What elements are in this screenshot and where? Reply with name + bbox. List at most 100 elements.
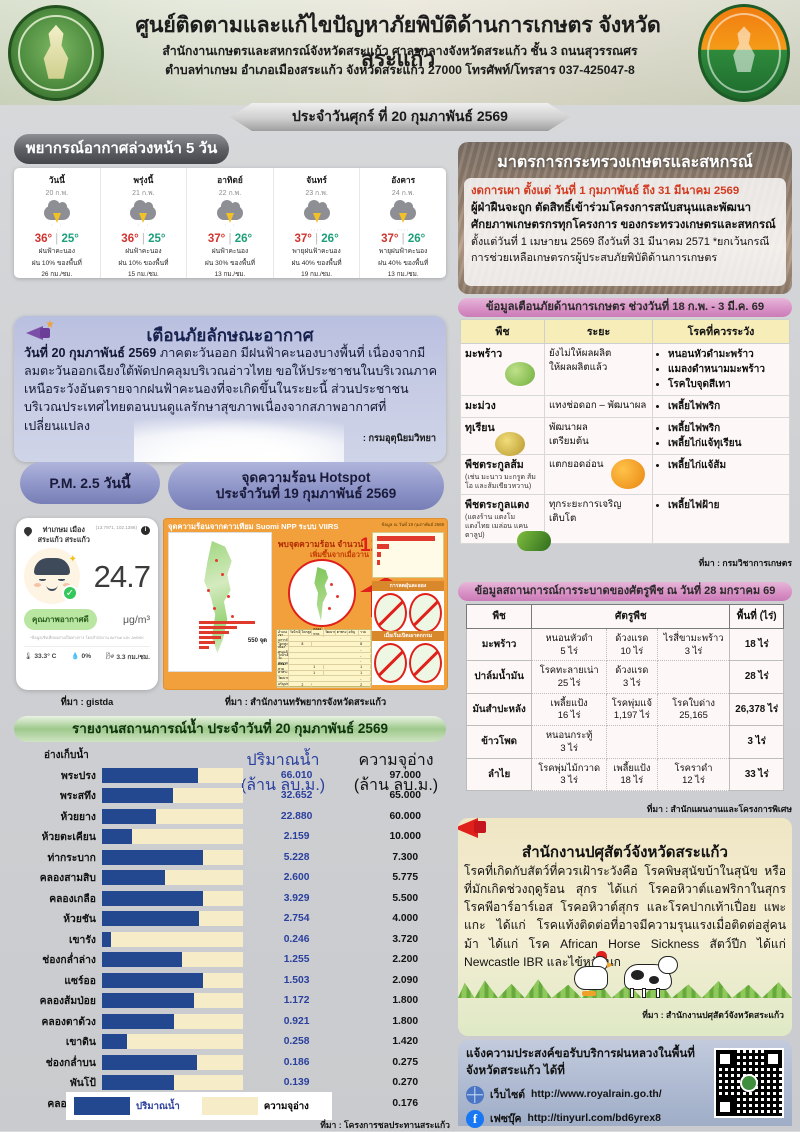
table-header-row: พืช ศัตรูพืช พื้นที่ (ไร่)	[465, 604, 784, 629]
forecast-day-date: 20 ก.พ.	[45, 190, 69, 197]
reservoir-volume: 66.010	[280, 769, 313, 781]
reservoir-capacity: 10.000	[389, 831, 421, 843]
water-chart-row: แซร์ออ 1.503 2.090	[0, 970, 460, 991]
reservoir-bar	[101, 952, 243, 968]
hotspot-burn-section-title: เมื่อเริ่มเปิดเผาตกกรม	[372, 631, 444, 641]
hotspot-heading: จุดความร้อน Hotspot ประจำวันที่ 19 กุมภา…	[168, 462, 444, 510]
water-chart-row: ห้วยตะเคียน 2.159 10.000	[0, 827, 460, 848]
facebook-line[interactable]: f เฟซบุ๊ค http://tinyurl.com/bd6yrex8	[466, 1109, 784, 1128]
reservoir-bar	[101, 890, 243, 906]
forecast-day-name: วันนี้	[48, 175, 65, 185]
ministry-measures-box: งดการเผา ตั้งแต่ วันที่ 1 กุมภาพันธ์ ถึง…	[464, 178, 786, 286]
forecast-high: 37°	[381, 233, 399, 245]
reservoir-name: ห้วยตะเคียน	[41, 832, 96, 844]
pest-cell: โรคพุ่มแจ้ 1,197 ไร่	[606, 692, 658, 727]
water-chart-source: ที่มา : โครงการชลประทานสระแก้ว	[320, 1120, 450, 1130]
pm25-note: *ข้อมูลเชิงเทียบอย่างเป็นทางการ โดยสำนัก…	[30, 635, 144, 641]
disease-item: หนอนหัวดำมะพร้าว	[668, 347, 785, 362]
weather-warning-text: ภาคตะวันออก มีฝนฟ้าคะนองบางพื้นที่ เนื่อ…	[24, 346, 438, 433]
table-row: มะพร้าว หนอนหัวดำ 5 ไร่ ด้วงแรด 10 ไร่ ไรสี่ข…	[465, 627, 784, 662]
ministry-measures-panel: มาตรการกระทรวงเกษตรและสหกรณ์ งดการเผา ตั…	[458, 142, 792, 294]
weather-warning-date: วันที่ 20 กุมภาพันธ์ 2569	[24, 346, 157, 360]
reservoir-bar	[101, 849, 243, 865]
weather-warning-source: : กรมอุตุนิยมวิทยา	[362, 433, 436, 443]
rain-drops-icon: ˌˌˌˌ	[397, 225, 410, 231]
forecast-wind: 19 กม./ชม.	[301, 271, 332, 279]
pm25-unit: μg/m³	[122, 613, 150, 626]
thunderstorm-icon	[16, 200, 98, 225]
disease-item: แมลงดำหนามมะพร้าว	[668, 362, 785, 377]
pm25-source: ที่มา : gistda	[60, 697, 114, 707]
pest-total-area: 33 ไร่	[729, 757, 784, 791]
forecast-rain: ฝน 40% ของพื้นที่	[291, 259, 342, 267]
crop-note: (เช่น มะนาว มะกรูด ส้มโอ และส้มเขียวหวาน…	[465, 473, 536, 490]
website-line[interactable]: เว็บไซต์ http://www.royalrain.go.th/	[466, 1085, 784, 1104]
reservoir-bar	[101, 911, 243, 927]
weather-warning-body: วันที่ 20 กุมภาพันธ์ 2569 ภาคตะวันออก มี…	[24, 344, 438, 435]
facebook-url[interactable]: http://tinyurl.com/bd6yrex8	[527, 1113, 661, 1125]
pest-crop-name: มันสำปะหลัง	[465, 692, 533, 727]
forecast-temps: 37° | 26°	[381, 233, 426, 245]
pest-cell: หนอนหัวดำ 5 ไร่	[531, 627, 608, 662]
th-crop: พืช	[465, 604, 533, 629]
hotspot-national-total: 550 จุด	[247, 638, 267, 644]
pest-situation-heading: ข้อมูลสถานการณ์การระบาดของศัตรูพืช ณ วัน…	[458, 582, 792, 601]
reservoir-bar	[101, 1034, 243, 1050]
th-crop: พืช	[460, 319, 545, 344]
reservoir-bar	[101, 870, 243, 886]
legend-label-volume: ปริมาณน้ำ	[136, 1100, 180, 1112]
measure-line-2: ผู้ฝ่าฝืนจะถูก ตัดสิทธิ์เข้าร่วมโครงการส…	[471, 201, 776, 231]
forecast-low: 25°	[148, 233, 166, 245]
forecast-high: 37°	[207, 233, 226, 245]
reservoir-volume: 0.139	[283, 1077, 310, 1089]
water-chart-row: พันโป้ 0.139 0.270	[0, 1073, 460, 1094]
reservoir-name: คลองสามสิบ	[39, 873, 96, 885]
check-icon: ✓	[62, 585, 78, 602]
temperature-metric: 🌡 33.3° C	[24, 652, 57, 661]
water-col-name: อ่างเก็บน้ำ	[44, 750, 89, 761]
reservoir-capacity: 2.090	[392, 974, 419, 986]
rain-drops-icon: ˌˌˌˌ	[310, 225, 323, 231]
website-url[interactable]: http://www.royalrain.go.th/	[531, 1089, 662, 1101]
chicken-icon	[570, 951, 614, 996]
water-chart-row: คลองสามสิบ 2.600 5.775	[0, 868, 460, 889]
qr-code[interactable]	[714, 1048, 784, 1118]
reservoir-name: เขารัง	[68, 934, 96, 946]
forecast-low: 25°	[61, 233, 79, 245]
reservoir-bar	[101, 993, 243, 1009]
cloud-decoration	[134, 416, 344, 462]
pest-situation-table: พืช ศัตรูพืช พื้นที่ (ไร่) มะพร้าว หนอนหั…	[465, 604, 784, 791]
forecast-rain: ฝน 10% ของพื้นที่	[31, 259, 82, 267]
reservoir-volume: 3.929	[283, 892, 310, 904]
reservoir-name: แซร์ออ	[64, 975, 96, 987]
pm25-coordinates: (13.7971, 102.1386)	[95, 525, 137, 530]
weather-warning-title: เตือนภัยลักษณะอากาศ	[146, 326, 314, 345]
th-disease: โรคที่ควรระวัง	[652, 319, 790, 344]
forecast-wind: 13 กม./ชม.	[214, 271, 246, 279]
pest-cell: ด้วงแรด 10 ไร่	[606, 627, 658, 662]
reservoir-name: ห้วยยาง	[60, 811, 96, 823]
page-title: ศูนย์ติดตามและแก้ไขปัญหาภัยพิบัติด้านการ…	[135, 13, 661, 71]
forecast-high: 36°	[34, 233, 53, 245]
reservoir-capacity: 3.720	[392, 933, 419, 945]
water-chart-row: คลองส้มป่อย 1.172 1.800	[0, 991, 460, 1012]
reservoir-volume: 2.159	[283, 831, 310, 843]
forecast-desc: ฝนฟ้าคะนอง	[125, 248, 162, 255]
pm25-card: ท่าเกษม เมือง สระแก้ว สระแก้ว (13.7971, …	[16, 518, 158, 690]
crop-diseases: เพลี้ยไก่แจ้ส้ม	[652, 453, 790, 496]
thailand-hotspot-map: 550 จุด	[168, 532, 272, 672]
info-icon[interactable]: i	[141, 526, 150, 535]
no-house-burn-icon	[374, 643, 407, 683]
page-subtitle: สำนักงานเกษตรและสหกรณ์จังหวัดสระแก้ว ศาล…	[112, 42, 688, 80]
forecast-rain: ฝน 40% ของพื้นที่	[378, 259, 429, 267]
pest-crop-name: ข้าวโพด	[465, 725, 533, 759]
reservoir-capacity: 60.000	[389, 810, 421, 822]
pest-cell	[656, 660, 731, 694]
water-chart-row: เขาดิน 0.258 1.420	[0, 1032, 460, 1053]
reservoir-volume: 5.228	[283, 851, 310, 863]
hotspot-burn-icons	[372, 641, 444, 685]
facebook-icon: f	[466, 1109, 484, 1128]
reservoir-capacity: 0.275	[392, 1056, 419, 1068]
pm25-metrics: 🌡 33.3° C 💧 0% 🌬 3.3 กม./ชม.	[24, 645, 150, 662]
forecast-temps: 37° | 26°	[207, 233, 253, 245]
